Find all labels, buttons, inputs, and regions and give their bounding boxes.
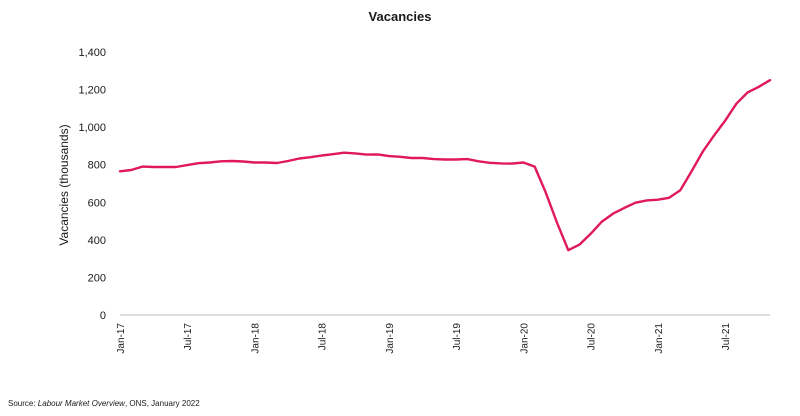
x-tick-label: Jan-21 (654, 323, 665, 354)
x-tick-label: Jul-20 (587, 323, 598, 351)
x-tick-label: Jan-20 (519, 323, 530, 354)
source-prefix: Source: (8, 399, 38, 408)
x-tick-label: Jan-19 (385, 323, 396, 354)
y-tick-label: 600 (88, 197, 106, 209)
source-note: Source: Labour Market Overview, ONS, Jan… (8, 399, 200, 408)
y-axis-label: Vacancies (thousands) (57, 124, 71, 245)
source-publication: Labour Market Overview (37, 399, 125, 408)
y-tick-label: 800 (88, 160, 106, 172)
y-tick-label: 400 (88, 235, 106, 247)
y-axis-ticks: 0 200 400 600 800 1,000 1,200 1,400 (78, 47, 106, 322)
series-line-vacancies (118, 79, 772, 252)
y-tick-label: 1,000 (78, 122, 106, 134)
x-axis-ticks: Jan-17 Jul-17 Jan-18 Jul-18 Jan-19 Jul-19 Jan-… (116, 323, 732, 354)
y-tick-label: 1,400 (78, 47, 106, 59)
x-tick-label: Jul-21 (721, 323, 732, 351)
x-tick-label: Jul-18 (318, 323, 329, 351)
y-tick-label: 0 (100, 310, 106, 322)
x-tick-label: Jan-17 (116, 323, 127, 354)
x-tick-label: Jul-19 (452, 323, 463, 351)
chart-title: Vacancies (368, 9, 432, 24)
y-tick-label: 1,200 (78, 85, 106, 97)
source-suffix: , ONS, January 2022 (124, 399, 200, 408)
y-tick-label: 200 (88, 272, 106, 284)
x-tick-label: Jan-18 (250, 323, 261, 354)
x-tick-label: Jul-17 (183, 323, 194, 351)
